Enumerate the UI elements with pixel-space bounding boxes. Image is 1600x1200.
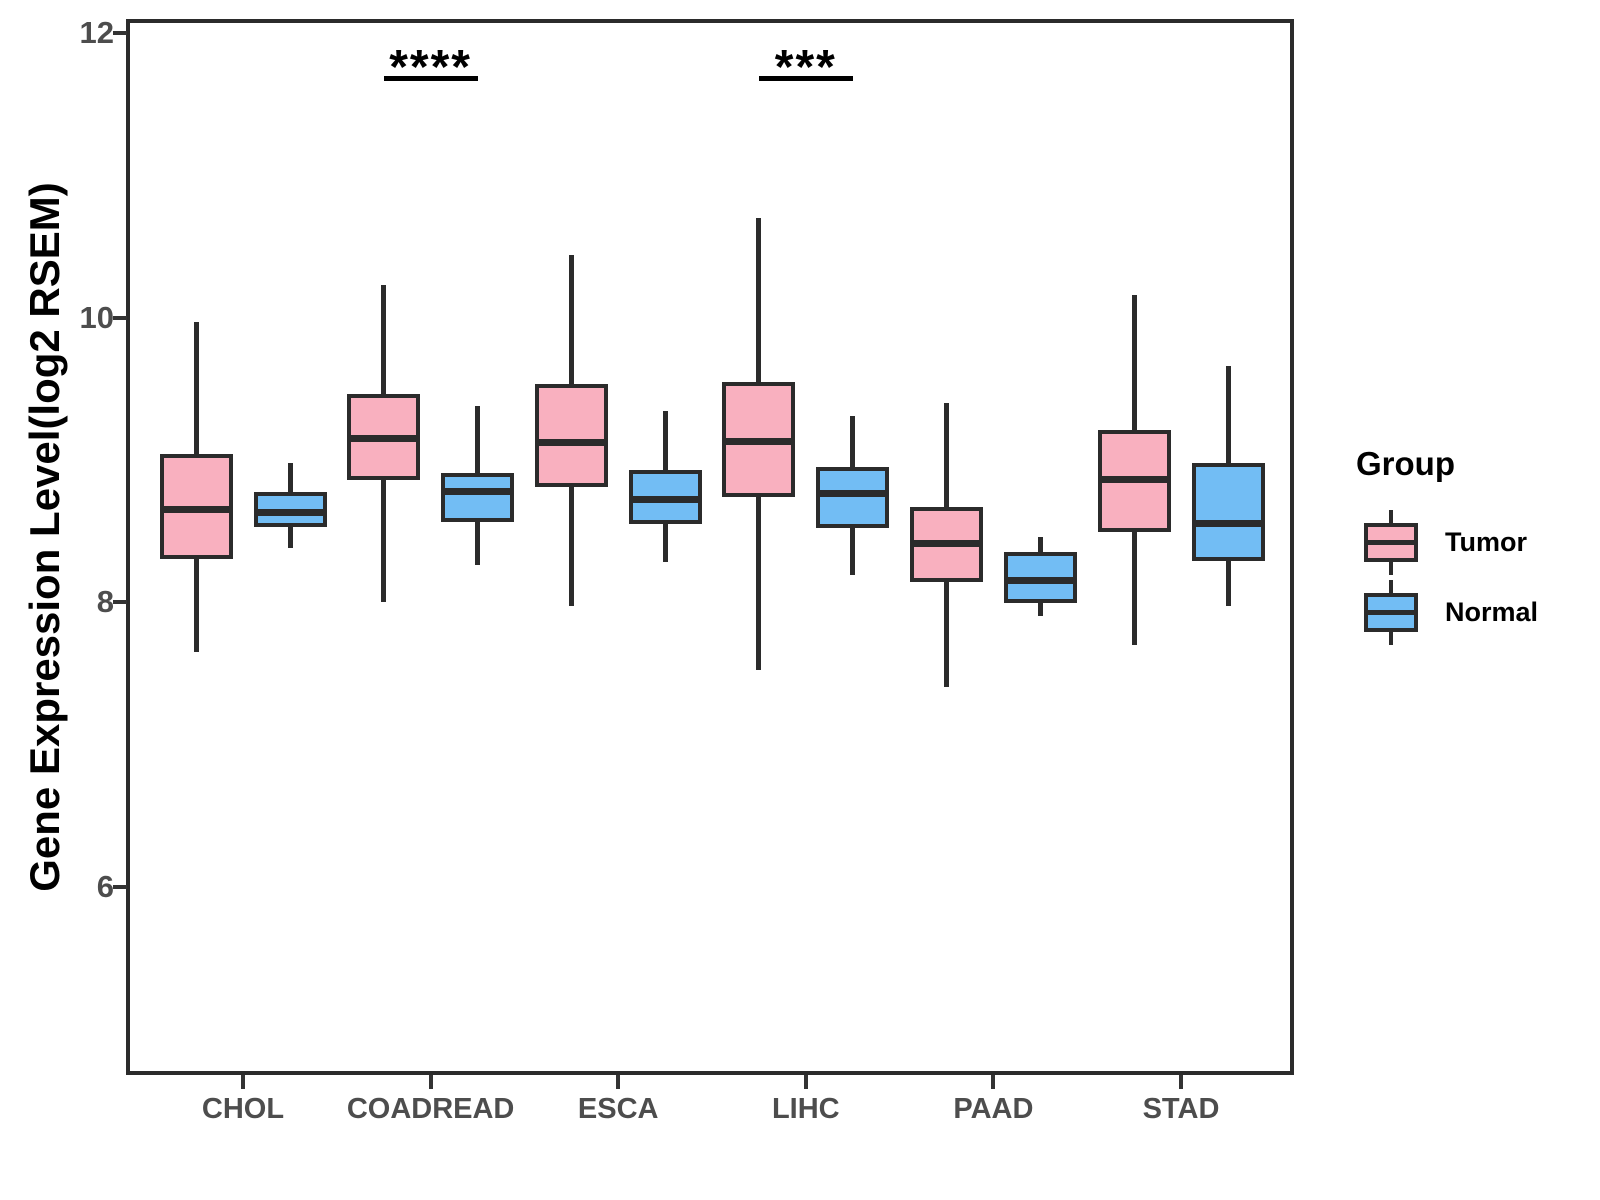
boxplot-coadread-normal-median <box>441 487 515 495</box>
x-tick-mark <box>991 1075 996 1089</box>
boxplot-lihc-normal-box <box>816 466 890 529</box>
plot-panel <box>126 19 1294 1075</box>
legend-normal-median-icon <box>1364 610 1418 615</box>
boxplot-chol-normal-median <box>253 508 327 516</box>
legend-tumor-whisker-top-icon <box>1389 510 1393 523</box>
boxplot-stad-tumor-median <box>1097 476 1171 484</box>
boxplot-esca-tumor-box <box>534 384 608 487</box>
y-tick-mark <box>113 315 127 320</box>
legend-label-normal: Normal <box>1445 597 1539 627</box>
x-tick-label-stad: STAD <box>1142 1093 1220 1125</box>
x-tick-mark <box>616 1075 621 1089</box>
legend-tumor-whisker-bottom-icon <box>1389 562 1393 575</box>
x-tick-label-esca: ESCA <box>577 1093 659 1125</box>
boxplot-lihc-tumor-median <box>722 437 796 445</box>
legend-title: Group <box>1356 445 1455 482</box>
y-tick-mark <box>113 31 127 35</box>
boxplot-coadread-tumor-median <box>347 434 421 442</box>
significance-line-lihc <box>758 75 853 81</box>
legend-normal-whisker-bottom-icon <box>1389 632 1393 645</box>
boxplot-coadread-normal-box <box>441 472 515 523</box>
x-tick-label-chol: CHOL <box>201 1093 285 1125</box>
legend-normal-whisker-top-icon <box>1389 580 1393 593</box>
boxplot-paad-normal-median <box>1003 577 1077 585</box>
boxplot-stad-normal-box <box>1191 462 1265 561</box>
boxplot-lihc-normal-median <box>816 490 890 498</box>
y-axis-title: Gene Expression Level(log2 RSEM) <box>21 182 68 892</box>
boxplot-esca-tumor-median <box>534 439 608 447</box>
y-tick-label: 6 <box>96 868 114 904</box>
significance-stars-lihc: *** <box>774 40 837 94</box>
y-tick-label: 10 <box>79 299 114 335</box>
y-tick-label: 12 <box>79 15 114 50</box>
boxplot-chol-tumor-median <box>159 506 233 514</box>
x-tick-mark <box>428 1075 433 1089</box>
x-tick-label-paad: PAAD <box>953 1093 1034 1125</box>
y-tick-label: 8 <box>96 584 114 619</box>
x-tick-label-coadread: COADREAD <box>346 1093 515 1125</box>
significance-stars-coadread: **** <box>389 40 472 94</box>
y-tick-mark <box>113 884 127 889</box>
x-tick-mark <box>241 1075 245 1089</box>
significance-line-coadread <box>383 75 478 81</box>
boxplot-stad-normal-median <box>1191 520 1265 528</box>
x-tick-mark <box>803 1075 808 1089</box>
boxplot-paad-tumor-median <box>909 540 983 548</box>
boxplot-esca-normal-median <box>628 496 702 504</box>
y-tick-mark <box>113 600 127 604</box>
legend-tumor-median-icon <box>1364 540 1418 545</box>
legend-label-tumor: Tumor <box>1445 527 1527 557</box>
x-tick-label-lihc: LIHC <box>771 1093 840 1125</box>
x-tick-mark <box>1179 1075 1183 1089</box>
